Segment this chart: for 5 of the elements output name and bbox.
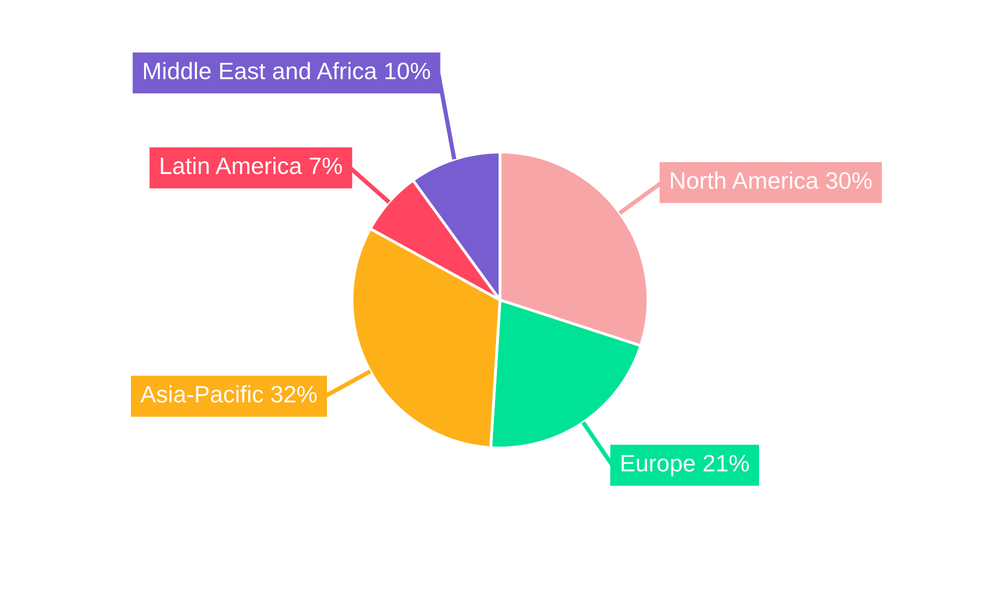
slice-label: Middle East and Africa 10%	[144, 62, 430, 80]
slice-label: North America 30%	[670, 172, 872, 189]
slice-label: Asia-Pacific 32%	[140, 385, 317, 403]
slice-label: Latin America 7%	[160, 156, 342, 174]
slice-label: Europe 21%	[622, 454, 749, 476]
